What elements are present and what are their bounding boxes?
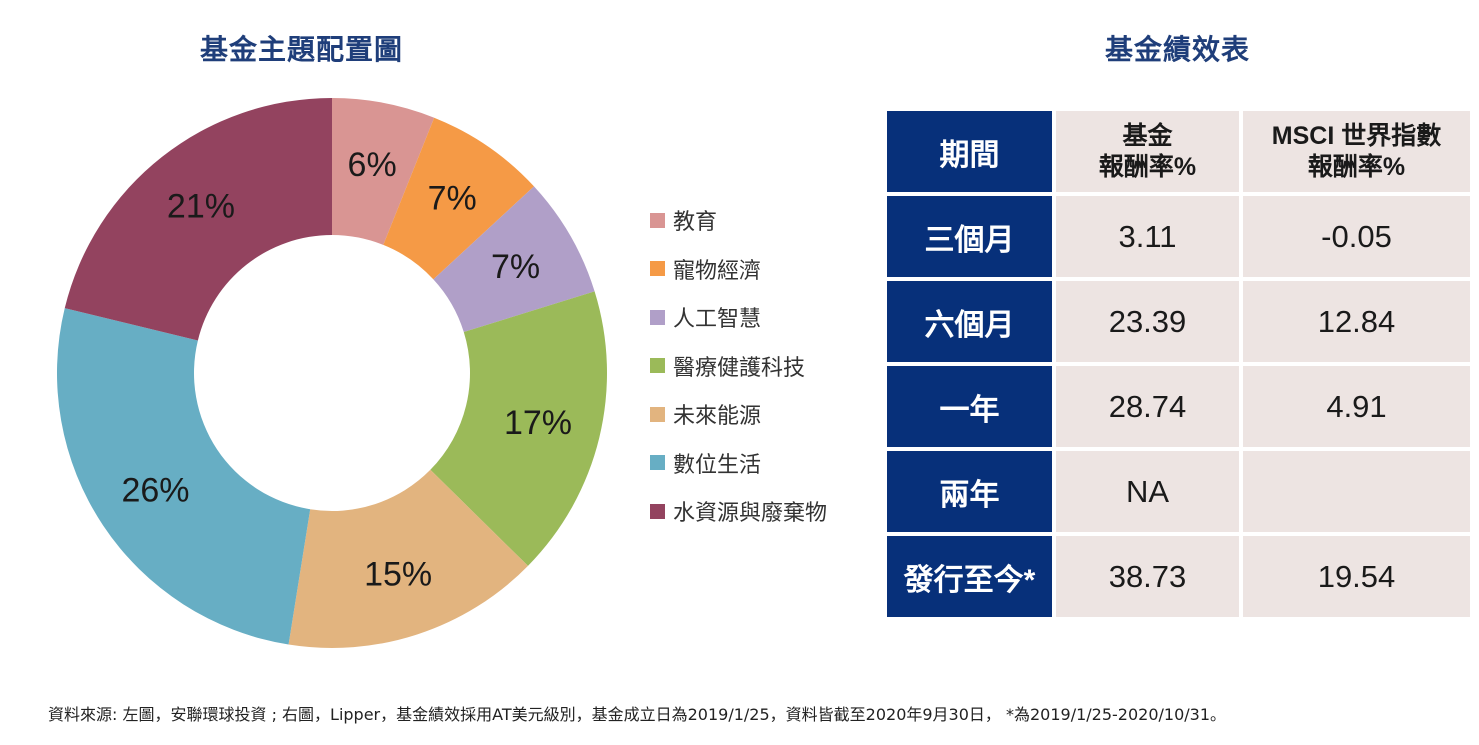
legend-swatch — [650, 503, 665, 519]
legend-label: 教育 — [673, 210, 718, 236]
slice-value-label: 7% — [491, 248, 540, 286]
legend-swatch — [650, 406, 665, 422]
row-msci-value: 12.84 — [1243, 281, 1470, 362]
performance-table-title: 基金績效表 — [1105, 33, 1251, 66]
row-msci-value: 19.54 — [1243, 536, 1470, 617]
row-period: 兩年 — [887, 451, 1052, 532]
legend-label: 醫療健護科技 — [673, 355, 806, 381]
slice-value-label: 7% — [428, 179, 477, 217]
row-fund-value: NA — [1056, 451, 1239, 532]
table-row: 發行至今* 38.73 19.54 — [887, 536, 1470, 617]
slice-value-label: 26% — [121, 471, 189, 509]
row-msci-value: 4.91 — [1243, 366, 1470, 447]
slice-value-label: 6% — [348, 146, 397, 184]
legend-swatch — [650, 358, 665, 374]
table-row: 一年 28.74 4.91 — [887, 366, 1470, 447]
donut-slice — [64, 98, 332, 341]
legend-label: 水資源與廢棄物 — [673, 501, 828, 527]
row-period: 一年 — [887, 366, 1052, 447]
header-period: 期間 — [887, 111, 1052, 192]
donut-slice — [430, 291, 607, 566]
legend-label: 寵物經濟 — [673, 258, 762, 284]
table-row: 六個月 23.39 12.84 — [887, 281, 1470, 362]
row-fund-value: 23.39 — [1056, 281, 1239, 362]
legend-item: 寵物經濟 — [650, 245, 827, 294]
table-row: 三個月 3.11 -0.05 — [887, 196, 1470, 277]
table-row: 兩年 NA — [887, 451, 1470, 532]
legend-item: 數位生活 — [650, 439, 827, 488]
legend-swatch — [650, 212, 665, 228]
donut-slice — [332, 98, 435, 245]
row-fund-value: 28.74 — [1056, 366, 1239, 447]
row-period: 六個月 — [887, 281, 1052, 362]
legend-item: 水資源與廢棄物 — [650, 487, 827, 536]
table-header-row: 期間 基金 報酬率% MSCI 世界指數 報酬率% — [887, 111, 1470, 192]
row-period: 三個月 — [887, 196, 1052, 277]
donut-slice — [433, 186, 595, 333]
row-fund-value: 38.73 — [1056, 536, 1239, 617]
header-msci-return: MSCI 世界指數 報酬率% — [1243, 111, 1470, 192]
row-period: 發行至今* — [887, 536, 1052, 617]
pie-chart-title: 基金主題配置圖 — [200, 33, 404, 66]
legend-swatch — [650, 309, 665, 325]
legend-label: 未來能源 — [673, 404, 762, 430]
slice-value-label: 15% — [364, 555, 432, 593]
source-footnote: 資料來源: 左圖，安聯環球投資 ; 右圖，Lipper，基金績效採用AT美元級別… — [48, 705, 1227, 724]
legend-item: 教育 — [650, 196, 827, 245]
donut-slice — [383, 117, 535, 280]
legend-swatch — [650, 261, 665, 277]
row-fund-value: 3.11 — [1056, 196, 1239, 277]
legend-label: 數位生活 — [673, 452, 762, 478]
legend-item: 醫療健護科技 — [650, 342, 827, 391]
row-msci-value: -0.05 — [1243, 196, 1470, 277]
header-fund-return: 基金 報酬率% — [1056, 111, 1239, 192]
legend-swatch — [650, 455, 665, 471]
donut-slice — [56, 308, 311, 645]
donut-chart: 6% 7% 7% 17% 15% 26% 21% — [56, 98, 607, 649]
row-msci-value — [1243, 451, 1470, 532]
donut-slice — [288, 469, 528, 649]
slice-value-label: 21% — [167, 187, 235, 225]
legend-item: 人工智慧 — [650, 293, 827, 342]
performance-table: 期間 基金 報酬率% MSCI 世界指數 報酬率% 三個月 3.11 -0.05… — [883, 107, 1474, 621]
chart-legend: 教育寵物經濟人工智慧醫療健護科技 未來能源數位生活水資源與廢棄物 — [650, 196, 827, 536]
legend-label: 人工智慧 — [673, 307, 762, 333]
legend-item: 未來能源 — [650, 390, 827, 439]
slice-value-label: 17% — [504, 404, 572, 442]
